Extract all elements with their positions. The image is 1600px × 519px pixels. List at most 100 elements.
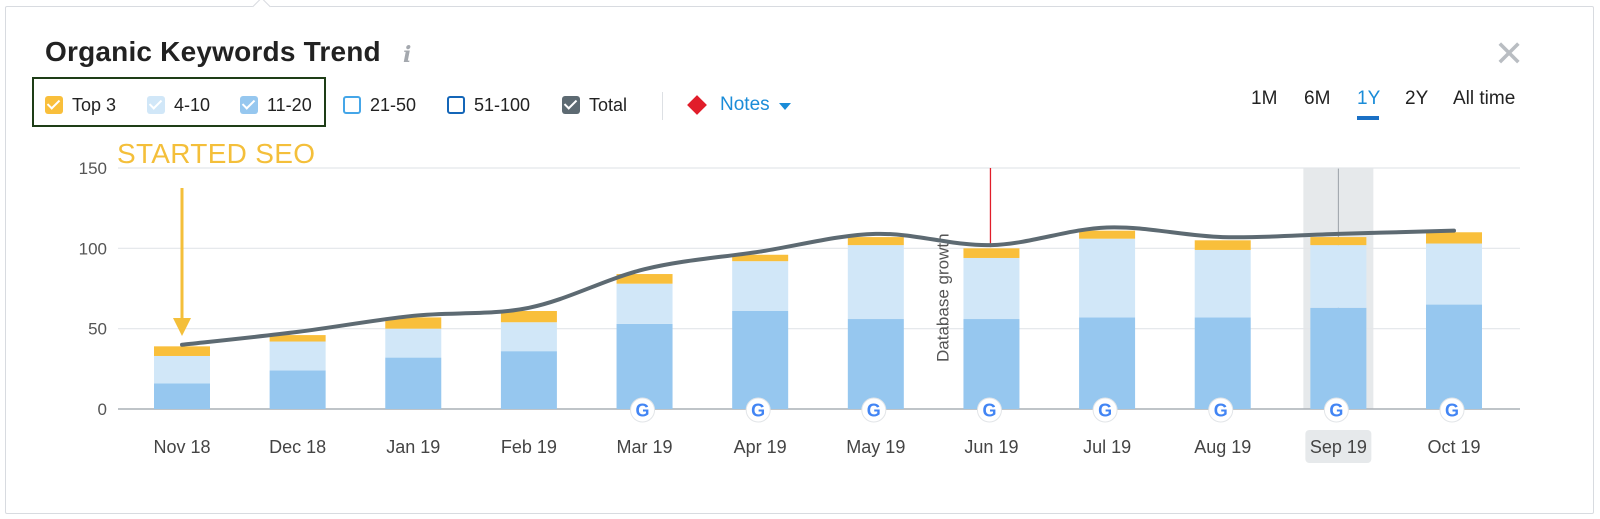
bar-segment [963,257,1020,320]
google-update-icon [1208,397,1234,423]
bar-segment [269,335,326,342]
bar-segment [500,322,557,352]
annotation-arrow-head [173,318,191,336]
y-tick-label: 100 [79,239,107,258]
period-6m[interactable]: 6M [1304,88,1331,109]
legend-item-21-50[interactable]: 21-50 [343,93,416,117]
bar-segment [385,357,442,409]
bar-segment [1194,249,1251,318]
period-1y[interactable]: 1Y [1357,88,1381,109]
google-update-icon [1323,397,1349,423]
x-tick-label: Jul 19 [1083,437,1131,457]
bar-segment [1426,243,1482,305]
bar-segment [154,346,210,356]
legend-label: Total [589,94,628,115]
legend-item-51-100[interactable]: 51-100 [447,93,530,117]
google-update-icon [745,397,771,423]
toolbar-divider [662,92,663,120]
checkbox-icon[interactable] [240,96,258,114]
info-icon[interactable]: i [403,42,412,68]
legend-highlight-box [32,77,326,127]
chart-title: Organic Keywords Trend [45,36,381,67]
google-update-icon [976,397,1002,423]
legend-label: 51-100 [474,94,531,115]
period-2y[interactable]: 2Y [1405,88,1429,109]
bar-segment [963,319,1020,409]
bar-segment [1310,237,1367,246]
google-g-glyph: G [1214,401,1228,421]
x-tick-label: Sep 19 [1310,437,1367,457]
bar-segment [847,237,904,246]
x-tick-label: Oct 19 [1427,437,1480,457]
period-all-time[interactable]: All time [1453,88,1516,109]
google-g-glyph: G [1329,401,1343,421]
google-g-glyph: G [1445,401,1459,421]
x-tick-label: Aug 19 [1194,437,1251,457]
legend-item-11-20[interactable]: 11-20 [240,93,312,117]
legend-item-top3[interactable]: Top 3 [45,93,116,117]
legend-label: 21-50 [370,94,417,115]
legend-label: 4-10 [174,94,211,115]
bar-segment [1194,317,1251,409]
x-tick-label: May 19 [846,437,905,457]
google-g-glyph: G [636,401,650,421]
google-g-glyph: G [867,401,881,421]
x-tick-label: Mar 19 [617,437,673,457]
bar-segment [385,317,442,329]
bar-segment [616,274,673,284]
google-update-icon [861,397,887,423]
bar-segment [847,245,904,320]
y-tick-label: 0 [98,400,107,419]
bar-segment [1194,240,1251,250]
legend-item-4-10[interactable]: 4-10 [147,93,210,117]
google-g-glyph: G [982,401,996,421]
y-tick-label: 150 [79,159,107,178]
started-seo-annotation: STARTED SEO [117,138,316,169]
checkbox-icon[interactable] [147,96,165,114]
bar-segment [732,261,789,311]
close-icon[interactable]: ✕ [1494,33,1525,74]
legend-item-total[interactable]: Total [562,93,627,117]
bar-segment [1079,317,1136,409]
checkbox-icon[interactable] [447,96,465,114]
bar-segment [154,355,210,384]
bar-segment [616,323,673,409]
chevron-down-icon [778,103,791,110]
bar-segment [1079,230,1136,239]
period-1m[interactable]: 1M [1251,88,1278,109]
x-tick-label: Apr 19 [734,437,787,457]
x-tick-label: Jan 19 [386,437,440,457]
x-tick-label: Dec 18 [269,437,326,457]
google-update-icon [1092,397,1118,423]
bar-segment [732,254,789,262]
checkbox-icon[interactable] [562,96,580,114]
bar-segment [500,351,557,409]
notes-label: Notes [720,94,770,115]
bar-segment [732,310,789,409]
vertical-note-text: Database growth [933,233,952,362]
bar-segment [1079,238,1136,318]
bar-segment [1310,245,1367,308]
checkbox-icon[interactable] [45,96,63,114]
active-period-underline [1357,116,1379,120]
google-g-glyph: G [1098,401,1112,421]
bar-segment [616,283,673,324]
bar-segment [500,310,557,323]
google-update-icon [1439,397,1465,423]
legend-label: 11-20 [267,94,312,115]
bar-segment [385,328,442,358]
checkbox-icon[interactable] [343,96,361,114]
bar-segment [154,383,210,409]
legend-label: Top 3 [72,94,117,115]
highlight-label-bg [1305,430,1372,463]
google-g-glyph: G [751,401,765,421]
bar-segment [1310,307,1367,409]
y-tick-label: 50 [88,320,107,339]
bar-segment [1426,304,1482,409]
bar-segment [1426,232,1482,244]
notes-dropdown[interactable]: Notes [687,94,791,116]
bar-segment [963,248,1020,258]
bar-segment [847,319,904,409]
bar-segment [269,370,326,409]
